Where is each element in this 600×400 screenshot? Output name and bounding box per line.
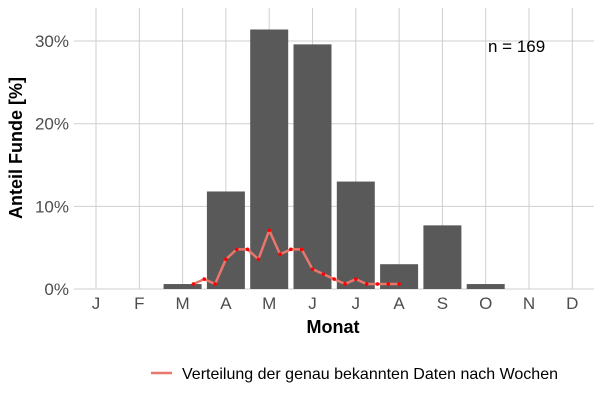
series-point [191, 282, 196, 286]
y-tick-label: 10% [35, 197, 69, 216]
bar [293, 44, 332, 290]
series-point [202, 277, 207, 281]
x-tick-label: J [92, 294, 101, 313]
x-tick-label: J [308, 294, 317, 313]
y-tick-label: 20% [35, 115, 69, 134]
series-point [332, 277, 336, 281]
x-tick-label: F [134, 294, 144, 313]
bar [163, 284, 202, 289]
y-tick-label: 0% [44, 280, 69, 299]
bar [206, 191, 245, 289]
y-tick-labels: 0% 10% 20% 30% [35, 32, 69, 299]
series-point [256, 257, 261, 262]
x-tick-label: D [566, 294, 578, 313]
series-point [267, 228, 272, 233]
x-tick-label: A [220, 294, 232, 313]
y-tick-label: 30% [35, 32, 69, 51]
series-point [364, 282, 369, 286]
series-point [245, 247, 250, 252]
series-point [354, 277, 358, 281]
y-axis-title: Anteil Funde [%] [6, 77, 26, 219]
x-tick-label: A [393, 294, 405, 313]
legend: Verteilung der genau bekannten Daten nac… [151, 366, 558, 383]
x-tick-label: S [437, 294, 448, 313]
x-tick-label: M [176, 294, 190, 313]
series-point [321, 272, 326, 276]
series-line [192, 229, 400, 286]
series-point [386, 282, 391, 286]
bar [336, 181, 375, 289]
x-tick-label: O [479, 294, 492, 313]
bar [466, 284, 505, 289]
series-point [343, 282, 347, 286]
x-tick-label: N [523, 294, 535, 313]
bar [250, 29, 289, 290]
x-tick-label: M [262, 294, 276, 313]
sample-size-annotation: n = 169 [488, 37, 545, 56]
bars [163, 29, 505, 290]
series-point [375, 282, 380, 286]
x-axis-title: Monat [307, 317, 360, 337]
series-point [299, 247, 304, 252]
series-point [289, 247, 293, 252]
series-point [213, 282, 217, 286]
series-point [278, 252, 282, 257]
series-point [310, 267, 315, 271]
legend-label: Verteilung der genau bekannten Daten nac… [182, 366, 558, 383]
bar [423, 225, 462, 289]
weekly-distribution-line [191, 228, 401, 286]
series-point [224, 257, 228, 262]
x-tick-label: J [352, 294, 361, 313]
series-point [234, 247, 239, 252]
series-point [397, 282, 401, 286]
